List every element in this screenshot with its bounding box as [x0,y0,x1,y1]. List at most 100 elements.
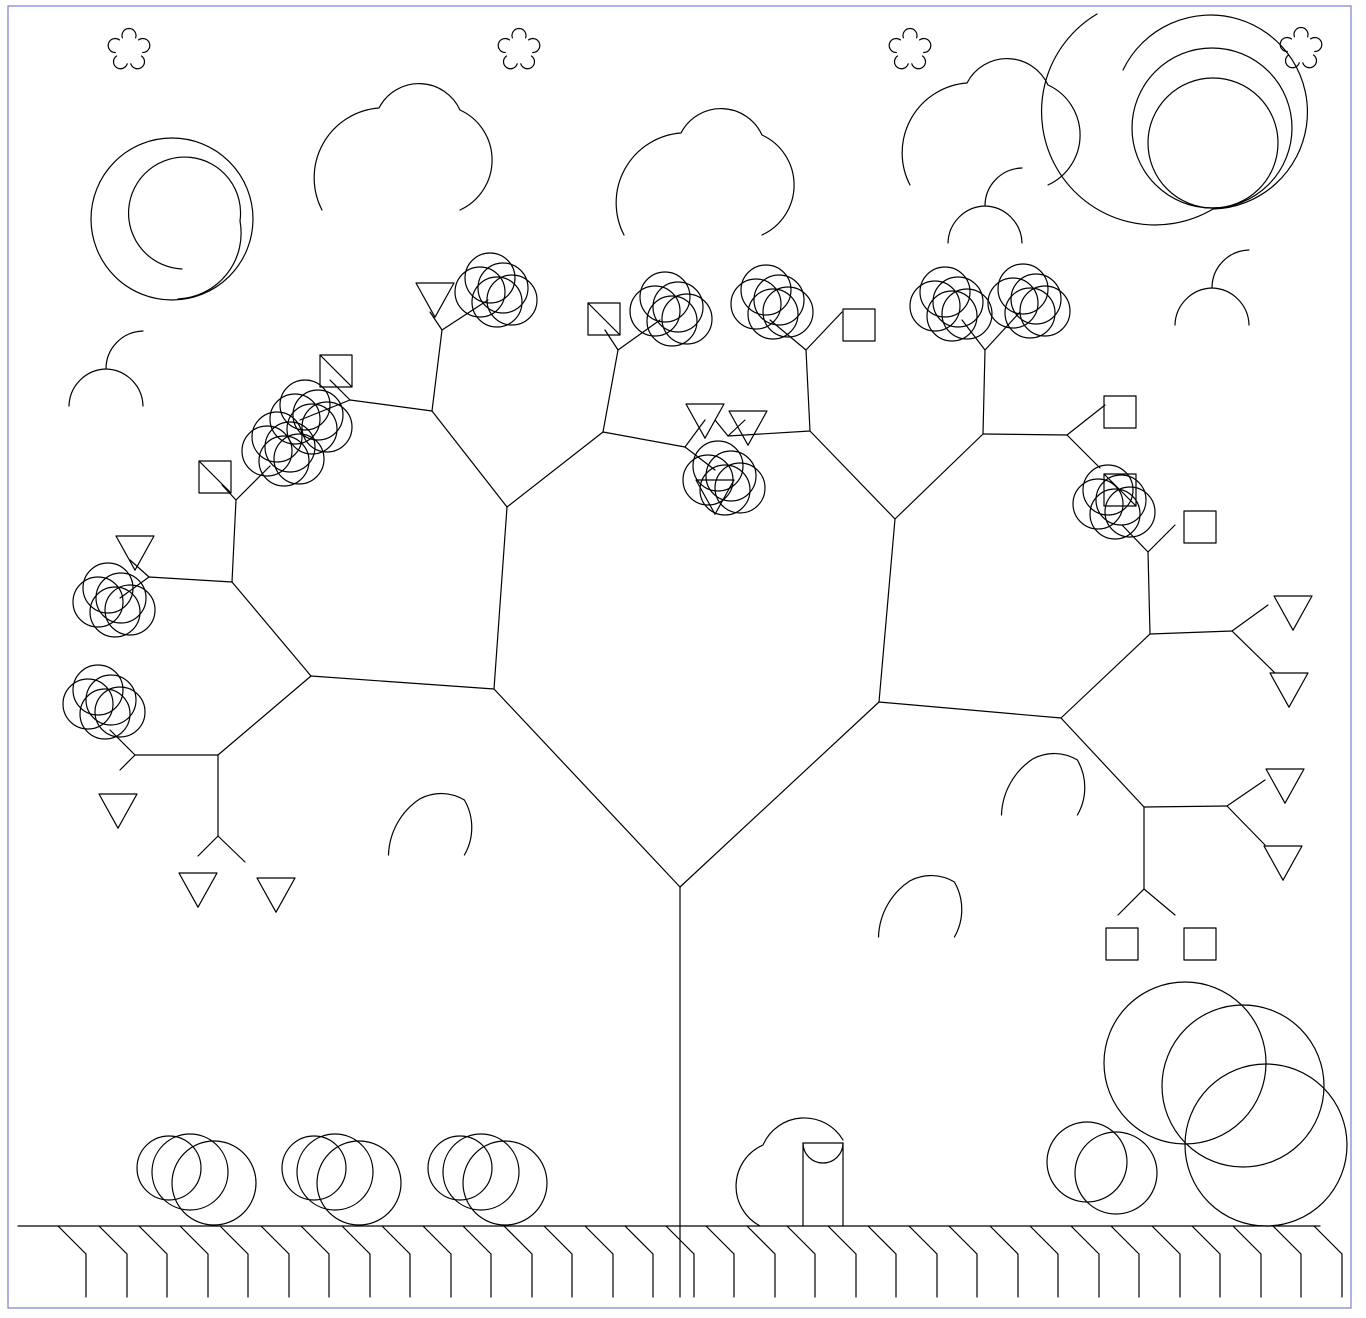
tree-branch [617,319,661,351]
leaf [740,264,792,316]
tree-branch [349,399,433,412]
tree-leaves [62,252,1313,961]
bush-circle [281,1135,347,1201]
leaf [1082,464,1134,516]
tree-branch [235,465,271,501]
tree-branch [809,430,896,520]
cloud-outline [901,58,1081,186]
tree-branch [217,835,246,863]
flower-petals [888,27,932,70]
cloud-outline [1000,752,1086,816]
fence-post [422,1225,452,1298]
moon-icon [68,330,144,407]
leaf-triangle [256,877,296,913]
leaf [1072,478,1124,530]
triangle [415,282,455,318]
tree-branch [1143,888,1176,916]
tree-branch [429,311,443,331]
leaf [987,277,1039,329]
tree-branch [217,675,312,756]
square [1103,395,1137,429]
fence-post [1313,1225,1343,1298]
leaf [1010,273,1062,325]
fence-post [381,1225,411,1298]
leaf [286,403,338,455]
tree-branch [805,349,811,432]
leaf-triangle [178,872,218,908]
fence-post [462,1225,492,1298]
tree-branch [894,433,984,520]
leaf [762,286,814,338]
leaf [997,263,1049,315]
fence-post [219,1225,249,1298]
triangle [178,872,218,908]
leaf-triangle [695,479,735,515]
fence-post [1272,1225,1302,1298]
leaf-cluster [730,264,814,340]
leaf [464,252,516,304]
leaf [1104,486,1156,538]
cloud-outline [615,108,795,236]
sun-ring [1131,47,1293,209]
flower-icon [888,27,932,70]
door-knob [802,1142,844,1164]
leaf-square [1105,927,1139,961]
leaf-cluster [62,664,146,740]
bush-icon [1046,1121,1158,1215]
leaf [292,389,344,441]
arch-icon [735,1117,844,1227]
bush-circle [1046,1121,1128,1203]
leaf [919,266,971,318]
fence-post [98,1225,128,1298]
crescent-back [68,368,107,407]
leaf [932,276,984,328]
leaf [699,464,751,516]
moons [68,137,1250,407]
tree-branch [1143,805,1228,808]
leaf [646,295,698,347]
cloud-outline [877,874,963,938]
moon-outer [90,137,254,301]
leaf [652,281,704,333]
tree-branch [982,349,986,435]
leaf [82,562,134,614]
square [1103,473,1137,507]
tree-branch [1066,404,1106,436]
tree-branch [119,576,150,599]
leaf-square [319,354,353,388]
bush-circle [296,1133,374,1211]
moon-icon [90,137,254,301]
bush-circle [427,1135,493,1201]
leaf [753,274,805,326]
crescent-front [1211,249,1250,326]
leaf [273,433,325,485]
tree-branch [441,299,489,331]
leaf-cluster [1072,464,1156,540]
tree-branch [299,399,351,421]
leaf-triangle [415,282,455,318]
square [587,302,621,336]
leaf-cluster [269,379,353,455]
crescent-back [1174,287,1213,326]
leaf-triangle [98,793,138,829]
leaf [454,266,506,318]
leaf [714,462,766,514]
leaf-cluster [241,411,325,487]
tree-branch [506,431,604,508]
tree-branch [1066,434,1101,469]
tree-branch [431,410,508,508]
sun-icon [1041,13,1308,226]
tree-branch [493,688,681,888]
fence-post [179,1225,209,1298]
flower-petals [107,27,151,70]
tree-branch [1231,604,1269,632]
flowers [107,26,1323,70]
fence-post [138,1225,168,1298]
leaf [661,293,713,345]
cloud-outline [313,83,493,211]
square-diagonal [198,460,232,494]
leaf [730,278,782,330]
flower-icon [1279,26,1323,69]
cloud-icon [901,58,1081,186]
